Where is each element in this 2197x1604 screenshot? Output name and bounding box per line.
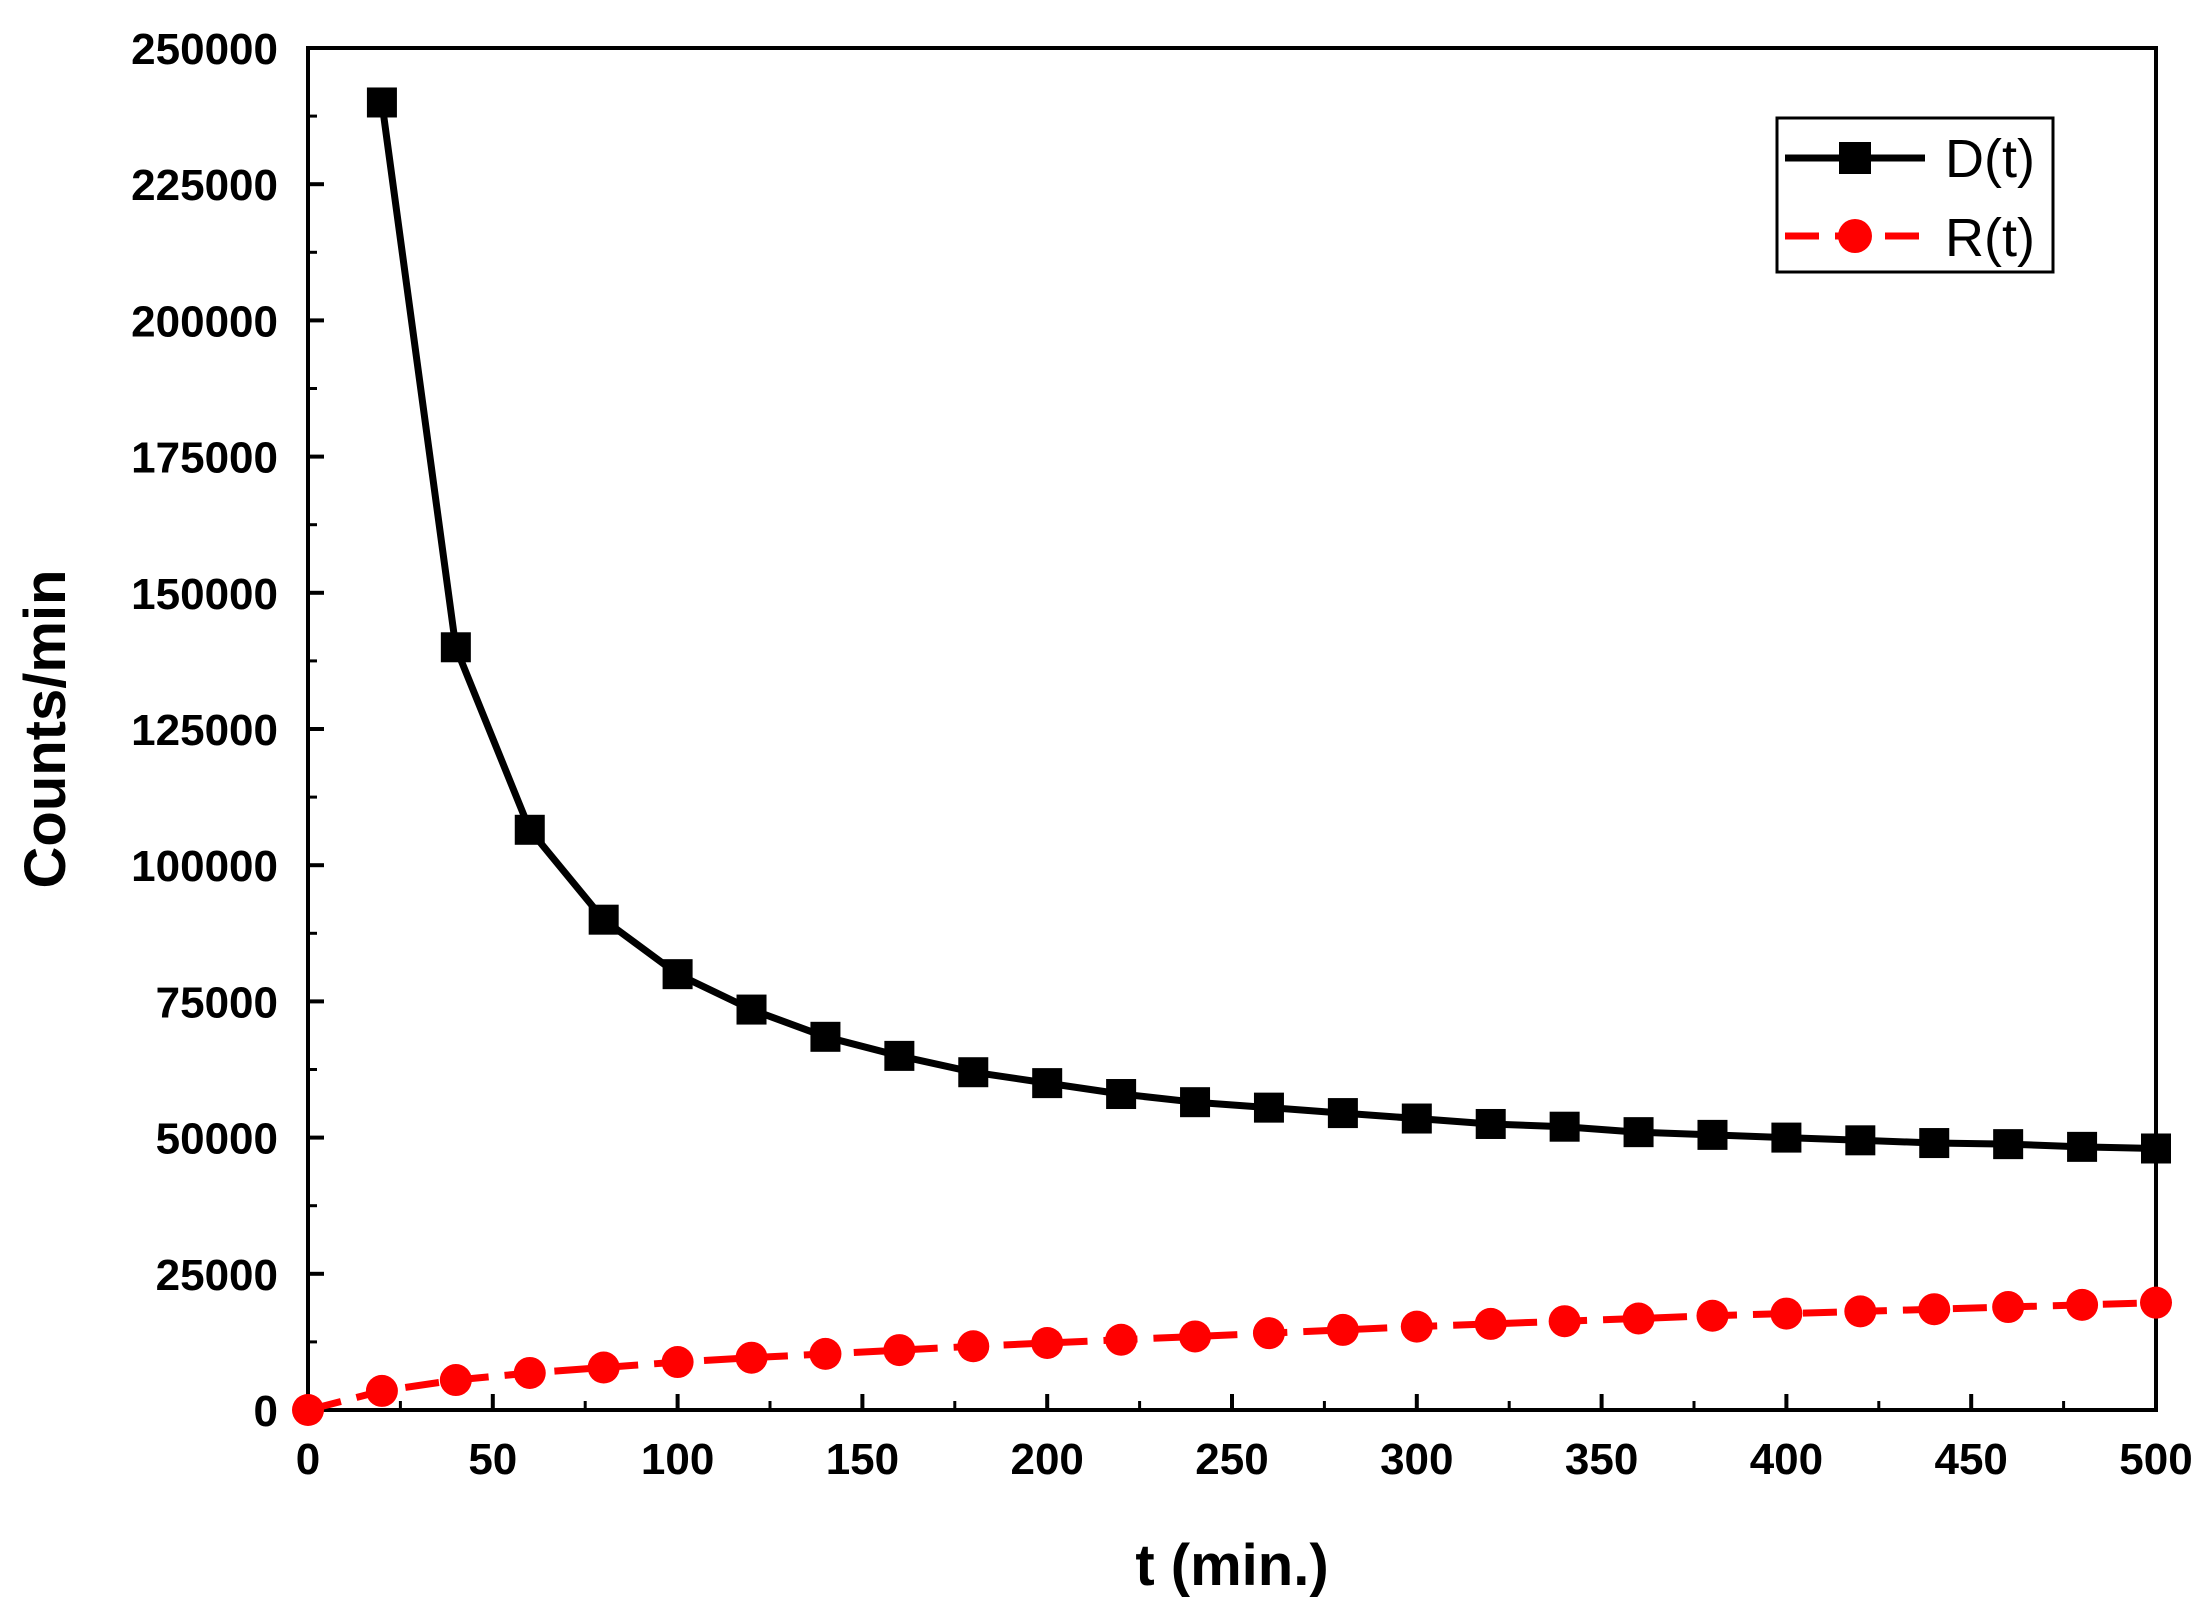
data-point bbox=[1105, 1323, 1138, 1356]
x-tick-label: 150 bbox=[826, 1435, 899, 1484]
data-point bbox=[2067, 1131, 2098, 1162]
legend-label-d: D(t) bbox=[1945, 129, 2035, 189]
data-point bbox=[810, 1021, 841, 1052]
data-point bbox=[1623, 1117, 1654, 1148]
y-tick-label: 25000 bbox=[156, 1251, 278, 1300]
series-line bbox=[307, 1299, 2157, 1414]
data-point bbox=[662, 959, 693, 990]
data-point bbox=[1845, 1125, 1876, 1156]
data-point bbox=[1992, 1291, 2025, 1324]
data-point bbox=[1771, 1122, 1802, 1153]
data-point bbox=[736, 994, 767, 1025]
x-axis: 0 50 100 150 200 250 300 350 400 450 500 bbox=[296, 1394, 2193, 1484]
data-point bbox=[2141, 1133, 2171, 1164]
x-tick-label: 250 bbox=[1195, 1435, 1268, 1484]
legend: D(t) R(t) bbox=[1775, 116, 2055, 274]
x-tick-label: 200 bbox=[1010, 1435, 1083, 1484]
data-point bbox=[1031, 1326, 1064, 1359]
data-point bbox=[1549, 1111, 1580, 1142]
data-point bbox=[366, 87, 397, 118]
data-point bbox=[1474, 1307, 1507, 1340]
y-axis-title: Counts/min bbox=[13, 570, 78, 889]
data-point bbox=[1180, 1087, 1211, 1118]
data-point bbox=[514, 814, 545, 845]
series-layer bbox=[292, 87, 2172, 1426]
series-1 bbox=[292, 1286, 2172, 1426]
y-tick-label: 0 bbox=[254, 1387, 278, 1436]
data-point bbox=[1844, 1295, 1877, 1328]
data-point bbox=[735, 1341, 768, 1374]
y-tick-label: 250000 bbox=[131, 25, 278, 74]
series-0 bbox=[366, 87, 2171, 1164]
data-point bbox=[1696, 1299, 1729, 1332]
data-point bbox=[809, 1337, 842, 1370]
data-point bbox=[588, 904, 619, 935]
data-point bbox=[440, 632, 471, 663]
y-tick-label: 175000 bbox=[131, 434, 278, 483]
data-point bbox=[1327, 1098, 1358, 1129]
x-axis-title: t (min.) bbox=[1135, 1533, 1328, 1598]
data-point bbox=[1401, 1103, 1432, 1134]
y-tick-label: 125000 bbox=[131, 706, 278, 755]
data-point bbox=[1179, 1320, 1212, 1353]
data-point bbox=[1919, 1128, 1950, 1159]
y-axis: 0 25000 50000 75000 100000 125000 150000 175000… bbox=[131, 25, 324, 1436]
x-tick-label: 0 bbox=[296, 1435, 320, 1484]
data-point bbox=[1252, 1317, 1285, 1350]
y-tick-label: 100000 bbox=[131, 842, 278, 891]
x-tick-label: 450 bbox=[1934, 1435, 2007, 1484]
x-tick-label: 100 bbox=[641, 1435, 714, 1484]
data-point bbox=[661, 1346, 694, 1379]
x-tick-label: 500 bbox=[2119, 1435, 2192, 1484]
data-point bbox=[1622, 1302, 1655, 1335]
data-point bbox=[958, 1057, 989, 1088]
data-point bbox=[1475, 1108, 1506, 1139]
x-tick-label: 400 bbox=[1750, 1435, 1823, 1484]
data-point bbox=[1993, 1129, 2024, 1160]
y-tick-label: 75000 bbox=[156, 978, 278, 1027]
data-point bbox=[1032, 1068, 1063, 1099]
data-point bbox=[365, 1374, 398, 1407]
legend-marker-r bbox=[1838, 219, 1872, 253]
data-point bbox=[439, 1364, 472, 1397]
data-point bbox=[1326, 1313, 1359, 1346]
legend-box bbox=[1775, 116, 2055, 274]
legend-label-r: R(t) bbox=[1945, 208, 2035, 268]
data-point bbox=[1253, 1092, 1284, 1123]
data-point bbox=[2066, 1288, 2099, 1321]
legend-marker-d bbox=[1839, 142, 1871, 174]
data-point bbox=[513, 1356, 546, 1389]
data-point bbox=[587, 1351, 620, 1384]
y-tick-label: 50000 bbox=[156, 1115, 278, 1164]
data-point bbox=[1400, 1310, 1433, 1343]
data-point bbox=[292, 1394, 324, 1426]
x-tick-label: 350 bbox=[1565, 1435, 1638, 1484]
data-point bbox=[883, 1334, 916, 1367]
data-point bbox=[1918, 1293, 1951, 1326]
y-tick-label: 150000 bbox=[131, 570, 278, 619]
data-point bbox=[2140, 1286, 2172, 1319]
y-tick-label: 225000 bbox=[131, 161, 278, 210]
data-point bbox=[884, 1040, 915, 1071]
data-point bbox=[957, 1330, 990, 1363]
y-tick-label: 200000 bbox=[131, 297, 278, 346]
data-point bbox=[1106, 1079, 1137, 1110]
data-point bbox=[1697, 1119, 1728, 1150]
data-point bbox=[1770, 1297, 1803, 1330]
x-tick-label: 50 bbox=[468, 1435, 517, 1484]
x-tick-label: 300 bbox=[1380, 1435, 1453, 1484]
data-point bbox=[1548, 1305, 1581, 1338]
